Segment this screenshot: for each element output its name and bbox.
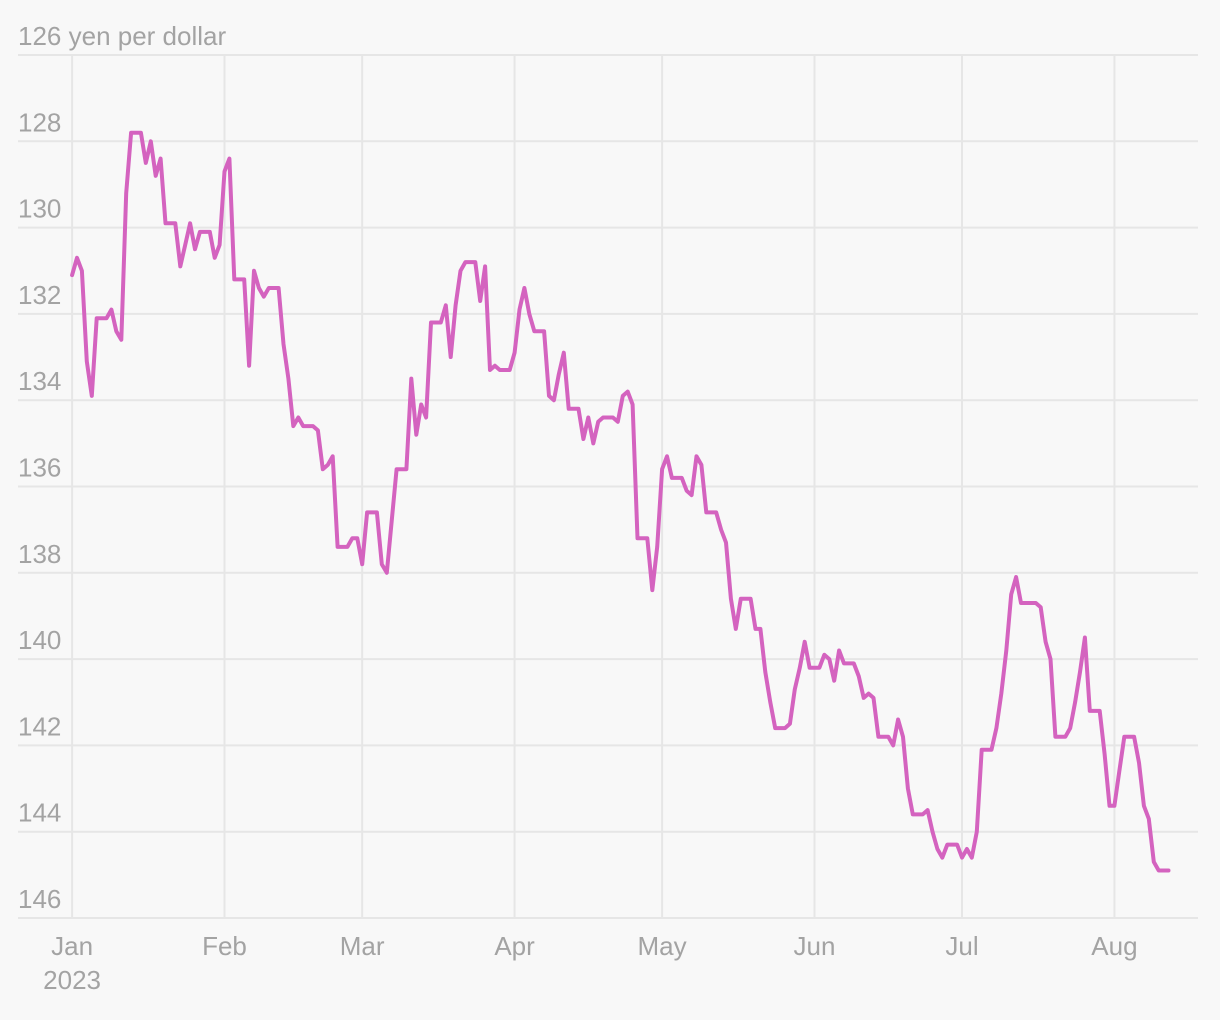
y-tick-label: 132 bbox=[18, 280, 61, 310]
y-tick-label: 144 bbox=[18, 798, 61, 828]
y-tick-label: 126 yen per dollar bbox=[18, 21, 226, 51]
y-tick-label: 136 bbox=[18, 453, 61, 483]
x-gridlines bbox=[71, 55, 1116, 918]
y-tick-label: 146 bbox=[18, 884, 61, 914]
y-tick-label: 142 bbox=[18, 711, 61, 741]
x-tick-label: Jun bbox=[794, 931, 836, 961]
y-tick-label: 128 bbox=[18, 107, 61, 137]
x-tick-label: Apr bbox=[494, 931, 535, 961]
x-tick-label: Jul bbox=[945, 931, 978, 961]
y-tick-label: 130 bbox=[18, 194, 61, 224]
x-axis-labels: Jan 2023 Feb Mar Apr May Jun Jul Aug bbox=[43, 931, 1137, 995]
y-tick-label: 134 bbox=[18, 366, 61, 396]
y-gridlines bbox=[18, 54, 1198, 919]
x-tick-label: Feb bbox=[202, 931, 247, 961]
x-tick-sublabel: 2023 bbox=[43, 965, 101, 995]
y-axis-labels: 126 yen per dollar 128 130 132 134 136 138 140 1… bbox=[18, 21, 226, 914]
x-tick-label: Mar bbox=[340, 931, 385, 961]
x-tick-label: Jan bbox=[51, 931, 93, 961]
y-tick-label: 140 bbox=[18, 625, 61, 655]
x-tick-label: Aug bbox=[1091, 931, 1137, 961]
series-line-usd-jpy bbox=[70, 130, 1171, 873]
x-tick-label: May bbox=[638, 931, 687, 961]
y-tick-label: 138 bbox=[18, 539, 61, 569]
